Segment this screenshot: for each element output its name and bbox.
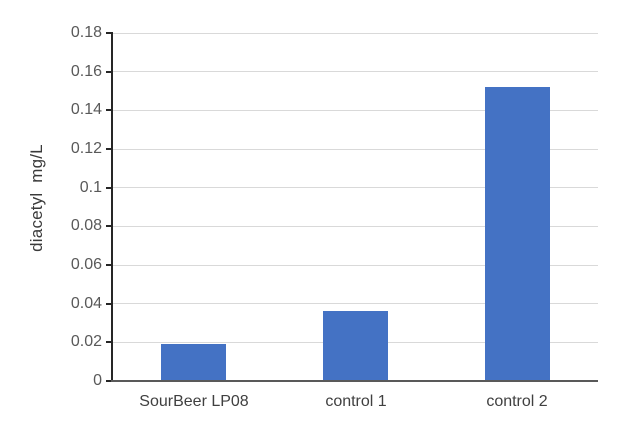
y-tick-label: 0.02 — [70, 333, 102, 351]
y-tick-label: 0.14 — [70, 101, 102, 119]
y-tick-label: 0.08 — [70, 217, 102, 235]
y-axis-tick — [106, 302, 113, 305]
y-tick-label: 0.16 — [70, 62, 102, 80]
y-tick-label: 0.18 — [70, 24, 102, 41]
bar-sourbeer-lp08 — [161, 344, 226, 381]
y-tick-label: 0.12 — [70, 140, 102, 157]
bar-control-1 — [323, 311, 388, 381]
y-axis-tick — [106, 341, 113, 344]
y-gridline — [113, 225, 598, 227]
y-axis-tick — [106, 148, 113, 150]
x-category-label: control 2 — [486, 393, 548, 410]
y-axis-tick — [106, 32, 113, 34]
y-gridline — [113, 148, 598, 150]
y-axis-tick — [106, 109, 113, 112]
y-axis-title: diacetyl mg/L — [27, 144, 46, 252]
y-gridline — [113, 71, 598, 73]
y-axis-tick — [106, 225, 113, 228]
y-tick-label: 0.04 — [70, 294, 102, 312]
y-axis-tick — [106, 380, 113, 382]
y-gridline — [113, 32, 598, 34]
y-tick-label: 0.06 — [70, 256, 102, 273]
y-gridline — [113, 264, 598, 266]
x-category-label: SourBeer LP08 — [139, 393, 249, 410]
y-gridline — [113, 109, 598, 111]
x-category-label: control 1 — [325, 393, 387, 410]
y-gridline — [113, 187, 598, 189]
y-axis-tick — [106, 70, 113, 73]
bar-control-2 — [485, 87, 550, 381]
y-axis-tick — [106, 264, 113, 266]
x-axis-line — [111, 380, 598, 382]
y-tick-label: 0.1 — [79, 178, 102, 196]
y-axis-tick — [106, 186, 113, 189]
y-axis-line — [111, 33, 113, 382]
y-tick-label: 0 — [93, 372, 102, 389]
y-gridline — [113, 303, 598, 305]
